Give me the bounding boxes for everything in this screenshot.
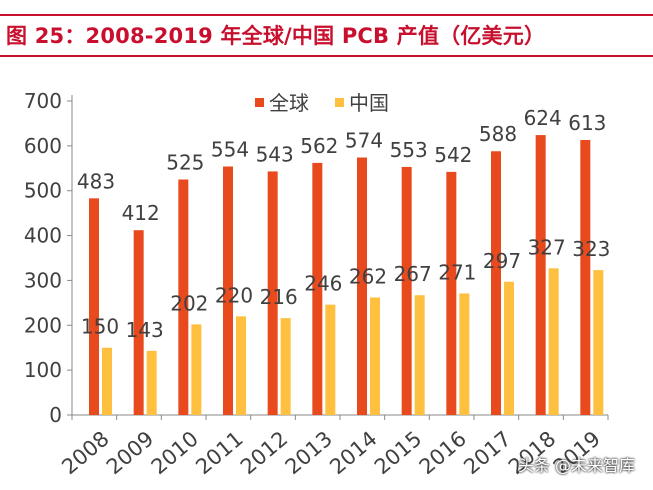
x-tick-label: 2008 (57, 427, 113, 480)
data-label-global: 588 (479, 122, 517, 146)
data-label-china: 150 (81, 315, 119, 339)
bar-global (267, 171, 278, 415)
data-label-global: 542 (434, 143, 472, 167)
x-tick-label: 2012 (236, 427, 292, 480)
data-label-global: 554 (211, 137, 249, 161)
y-tick-label: 700 (24, 89, 62, 113)
y-tick-label: 500 (24, 179, 62, 203)
y-tick-label: 600 (24, 134, 62, 158)
data-label-china: 202 (170, 291, 208, 315)
data-label-global: 525 (166, 151, 204, 175)
x-tick-label: 2010 (147, 427, 203, 480)
title-top-rule (0, 14, 653, 16)
data-label-china: 220 (215, 283, 253, 307)
legend-global-label: 全球 (269, 91, 309, 115)
data-label-china: 323 (572, 237, 610, 261)
bar-china (325, 304, 336, 415)
legend-china-swatch (335, 98, 344, 107)
title-bottom-rule (0, 55, 653, 57)
chart-title: 图 25：2008-2019 年全球/中国 PCB 产值（亿美元） (6, 24, 546, 48)
x-tick-label: 2015 (370, 427, 426, 480)
data-label-china: 271 (438, 260, 476, 284)
bar-china (504, 281, 514, 415)
bar-global (178, 179, 189, 415)
x-tick-label: 2016 (415, 427, 471, 480)
bar-china (459, 293, 470, 415)
y-tick-label: 100 (24, 358, 62, 382)
bar-china (370, 297, 380, 415)
legend-china-label: 中国 (349, 91, 389, 115)
data-label-china: 143 (126, 318, 164, 342)
bar-china (102, 347, 112, 415)
data-label-global: 412 (122, 201, 160, 225)
bar-china (146, 350, 157, 415)
bar-global (491, 151, 501, 416)
data-label-china: 216 (260, 285, 298, 309)
data-label-global: 613 (568, 111, 606, 135)
data-label-global: 553 (390, 138, 428, 162)
y-tick-label: 200 (24, 313, 62, 337)
x-tick-label: 2011 (191, 427, 247, 480)
x-tick-label: 2014 (325, 427, 381, 480)
data-label-global: 624 (524, 106, 562, 130)
legend-global-swatch (255, 98, 264, 107)
bar-global (133, 230, 144, 415)
watermark: 头条 @未来智库 (517, 456, 635, 475)
bar-global (223, 166, 233, 415)
y-tick-label: 0 (49, 403, 62, 427)
bar-china (191, 324, 202, 415)
data-label-china: 267 (394, 262, 432, 286)
bar-china (280, 318, 291, 415)
x-tick-label: 2009 (102, 427, 158, 480)
bar-china (593, 270, 604, 415)
data-label-global: 574 (345, 129, 383, 153)
data-label-global: 483 (77, 169, 115, 193)
bar-china (548, 268, 559, 415)
bar-china (414, 295, 425, 415)
x-tick-label: 2017 (459, 427, 515, 480)
data-label-china: 262 (349, 264, 387, 288)
bar-global (535, 135, 546, 415)
bar-global (401, 166, 412, 415)
bar-global (580, 140, 591, 416)
data-label-china: 327 (528, 235, 566, 259)
x-tick-label: 2013 (281, 427, 337, 480)
y-tick-label: 300 (24, 268, 62, 292)
bar-global (446, 171, 457, 415)
bar-china (236, 316, 246, 415)
bar-global (357, 157, 367, 415)
bar-global (312, 162, 323, 415)
data-label-china: 297 (483, 249, 521, 273)
bar-global (89, 198, 99, 415)
data-label-global: 562 (300, 134, 338, 158)
data-label-global: 543 (256, 142, 294, 166)
y-tick-label: 400 (24, 224, 62, 248)
data-label-china: 246 (304, 272, 342, 296)
